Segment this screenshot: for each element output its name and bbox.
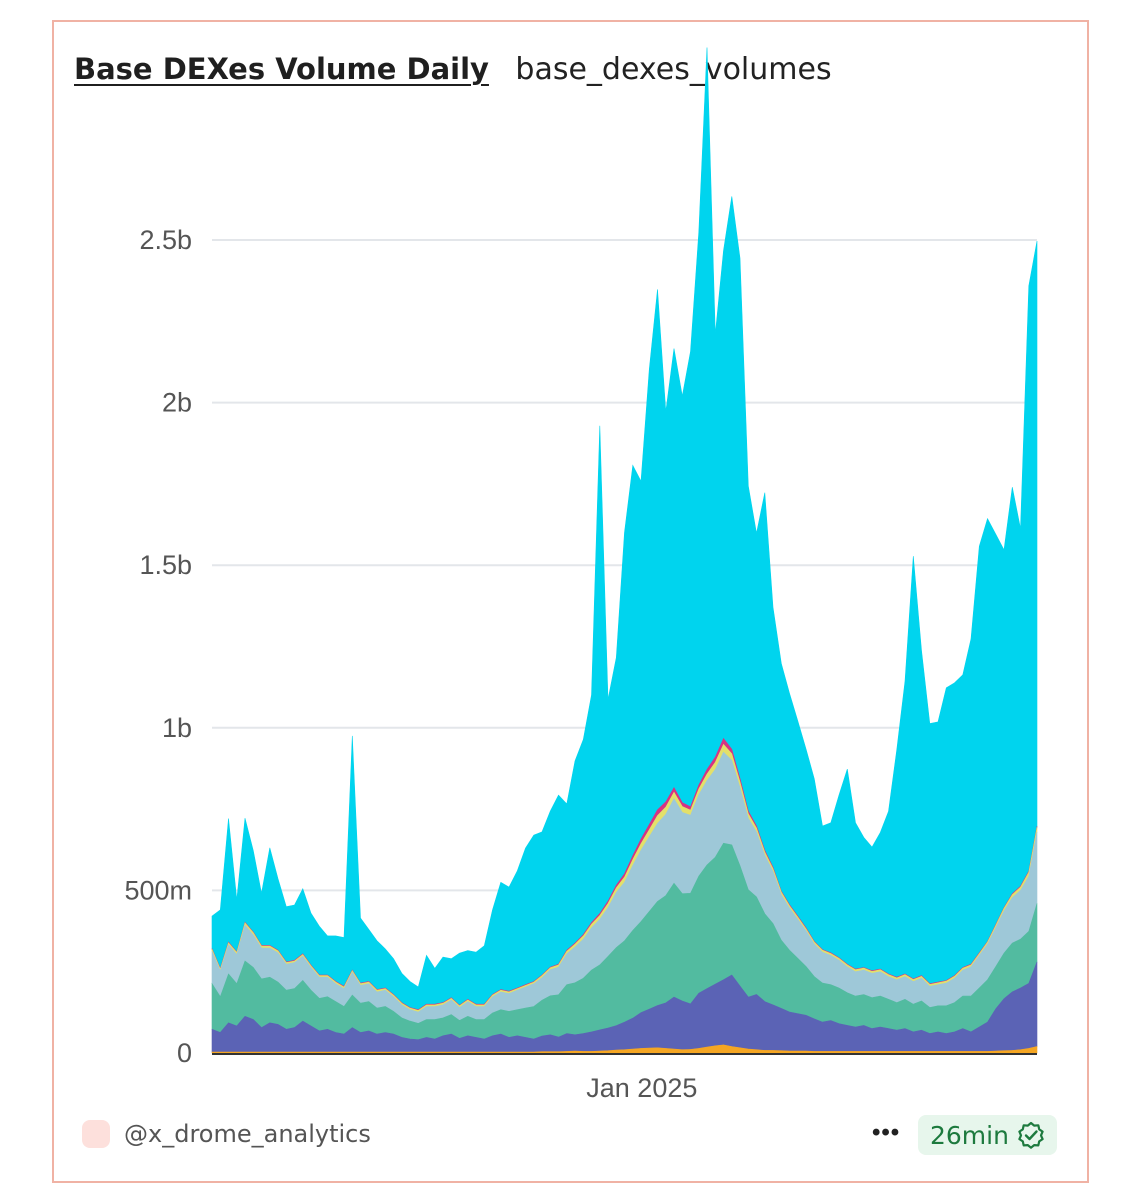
query-name: base_dexes_volumes (515, 52, 832, 87)
x-tick-label: Jan 2025 (586, 1073, 697, 1102)
freshness-badge: 26min (918, 1115, 1057, 1155)
chart-svg: 0 500m 1b 1.5b 2b 2.5b Jan 2025 (124, 47, 1038, 1102)
chart-card: Base DEXes Volume Daily base_dexes_volum… (52, 20, 1089, 1183)
series-area-6[interactable] (211, 47, 1038, 1011)
avatar (82, 1120, 110, 1148)
y-tick-label: 2.5b (139, 225, 192, 255)
y-tick-label: 0 (177, 1038, 192, 1068)
y-tick-label: 2b (162, 388, 192, 418)
more-options-button[interactable]: ••• (872, 1119, 901, 1146)
area-layer (211, 47, 1038, 1054)
y-tick-label: 1b (162, 713, 192, 743)
verified-check-icon (1018, 1121, 1044, 1149)
y-tick-label: 1.5b (139, 550, 192, 580)
axis-layer: 0 500m 1b 1.5b 2b 2.5b Jan 2025 (124, 225, 1037, 1102)
author-username: @x_drome_analytics (124, 1120, 371, 1148)
chart-title-link[interactable]: Base DEXes Volume Daily (74, 52, 489, 86)
author[interactable]: @x_drome_analytics (82, 1120, 371, 1148)
header: Base DEXes Volume Daily base_dexes_volum… (74, 52, 832, 87)
freshness-text: 26min (930, 1120, 1009, 1150)
y-tick-label: 500m (124, 875, 192, 905)
